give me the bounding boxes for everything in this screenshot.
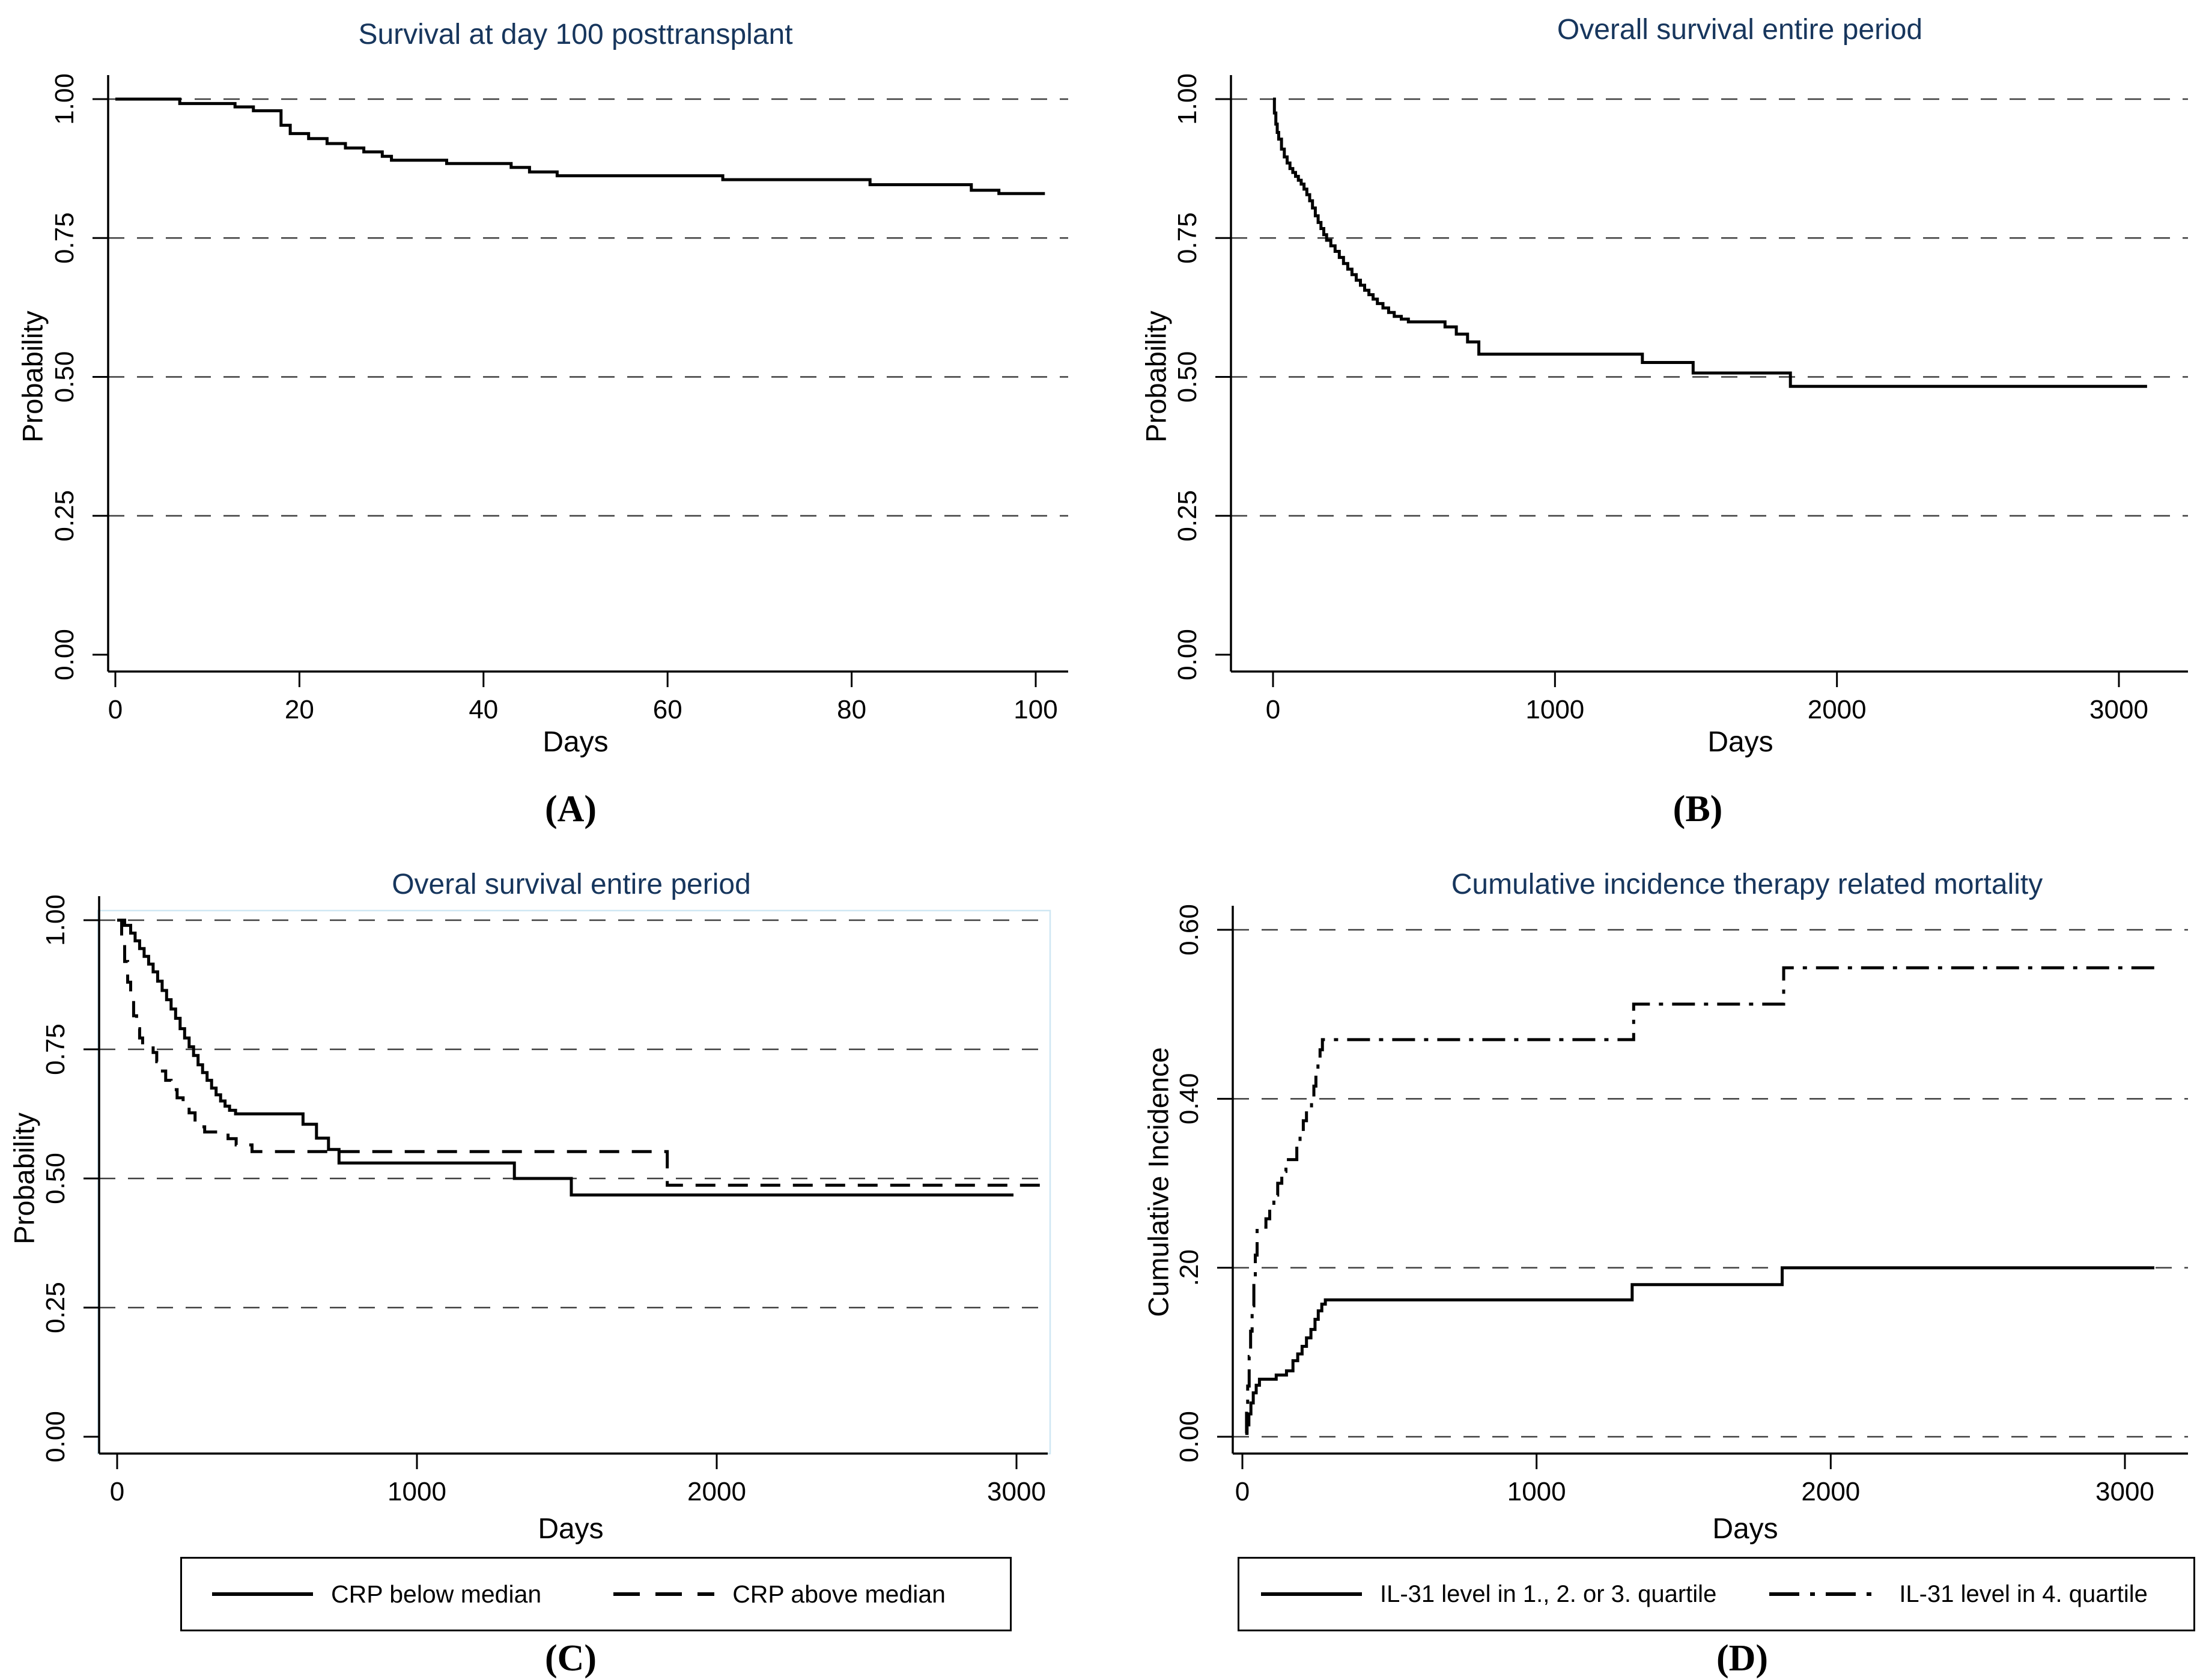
x-tick-label: 2000 (1801, 1477, 1860, 1506)
x-tick-label: 3000 (2095, 1477, 2154, 1506)
x-tick-label: 0 (1266, 695, 1280, 724)
x-tick-label: 2000 (687, 1477, 746, 1506)
legend-label: IL-31 level in 1., 2. or 3. quartile (1380, 1580, 1717, 1607)
x-tick-label: 40 (469, 695, 498, 724)
panel-d-legend-entry-q4: IL-31 level in 4. quartile (1768, 1581, 2148, 1608)
x-tick-label: 1000 (387, 1477, 446, 1506)
legend-label: CRP above median (732, 1580, 946, 1608)
y-tick-label: 1.00 (41, 894, 70, 946)
panel-b-y-axis-label: Probability (1140, 311, 1172, 443)
dash-dot-line-sample-icon (1769, 1592, 1882, 1596)
y-tick-label: 0.50 (41, 1153, 70, 1204)
panel-c-caption: (C) (544, 1638, 597, 1679)
panel-a-title: Survival at day 100 posttransplant (358, 19, 793, 50)
y-tick-label: 0.25 (50, 490, 79, 542)
panel-a-plot: 0.00 0.25 0.50 0.75 1.00 0 20 40 60 80 100 (50, 73, 1068, 724)
y-tick-label: 0.25 (41, 1282, 70, 1333)
y-tick-label: 0.75 (41, 1023, 70, 1075)
panel-d-legend: IL-31 level in 1., 2. or 3. quartile IL-… (1238, 1557, 2195, 1631)
legend-label: CRP below median (331, 1580, 542, 1608)
x-tick-label: 1000 (1525, 695, 1584, 724)
panel-c-y-axis-label: Probability (8, 1112, 40, 1245)
panel-d-x-axis-label: Days (1712, 1513, 1778, 1545)
y-tick-label: 0.00 (1174, 1411, 1204, 1463)
panel-c-legend-entry-crp-above: CRP above median (612, 1580, 946, 1609)
plot-area-border (97, 909, 1051, 1455)
panel-c-legend: CRP below median CRP above median (180, 1557, 1012, 1631)
panel-c-legend-entry-crp-below: CRP below median (211, 1580, 541, 1609)
x-tick-label: 20 (285, 695, 314, 724)
y-tick-label: 0.60 (1174, 904, 1204, 956)
y-tick-label: 0.75 (1173, 212, 1202, 264)
x-tick-label: 2000 (1808, 695, 1867, 724)
curve-crp-below-median (117, 918, 1013, 1196)
curve-il-31-level-in-4-quartile (1245, 966, 2154, 1435)
panel-a-y-axis-label: Probability (16, 311, 49, 443)
panel-b-x-axis-label: Days (1707, 726, 1773, 758)
panel-a-x-axis-label: Days (542, 726, 609, 758)
panel-c-plot: 0.00 0.25 0.50 0.75 1.00 0 1000 2000 3000 (41, 894, 1051, 1506)
y-tick-label: .20 (1174, 1249, 1204, 1286)
panel-d-title: Cumulative incidence therapy related mor… (1451, 869, 2043, 900)
x-tick-label: 0 (108, 695, 123, 724)
y-tick-label: 1.00 (50, 73, 79, 125)
y-tick-label: 0.50 (1173, 351, 1202, 403)
panel-d-plot: 0.00 .20 0.40 0.60 0 1000 2000 3000 (1174, 904, 2188, 1506)
y-tick-label: 0.00 (41, 1411, 70, 1463)
curve-overall-survival (1272, 97, 2147, 388)
y-tick-label: 1.00 (1173, 73, 1202, 125)
y-tick-label: 0.40 (1174, 1073, 1204, 1125)
x-tick-label: 60 (653, 695, 682, 724)
x-tick-label: 80 (837, 695, 866, 724)
y-tick-label: 0.50 (50, 351, 79, 403)
panel-d-caption: (D) (1716, 1638, 1769, 1679)
panel-b-caption: (B) (1673, 789, 1723, 829)
panel-d-legend-entry-q123: IL-31 level in 1., 2. or 3. quartile (1260, 1581, 1716, 1608)
x-tick-label: 100 (1013, 695, 1057, 724)
panel-c-x-axis-label: Days (538, 1513, 604, 1545)
y-tick-label: 0.00 (1173, 629, 1202, 681)
panel-c-title: Overal survival entire period (392, 869, 751, 900)
x-tick-label: 0 (1235, 1477, 1250, 1506)
y-tick-label: 0.75 (50, 212, 79, 264)
legend-label: IL-31 level in 4. quartile (1899, 1580, 2148, 1607)
panel-a-caption: (A) (544, 789, 597, 829)
solid-line-sample-icon (1261, 1592, 1362, 1596)
x-tick-label: 0 (110, 1477, 124, 1506)
y-tick-label: 0.25 (1173, 490, 1202, 542)
solid-line-sample-icon (212, 1592, 313, 1596)
x-tick-label: 3000 (987, 1477, 1046, 1506)
curve-il-31-level-in-1-2-or-3-quartile (1245, 1266, 2154, 1435)
curve-crp-above-median (117, 918, 1048, 1187)
y-tick-label: 0.00 (50, 629, 79, 681)
curve-overall-survival-to-day-100 (115, 97, 1045, 195)
dashed-line-sample-icon (613, 1592, 715, 1596)
x-tick-label: 3000 (2089, 695, 2148, 724)
panel-b-title: Overall survival entire period (1557, 14, 1923, 46)
panel-d-y-axis-label: Cumulative Incidence (1142, 1047, 1174, 1317)
x-tick-label: 1000 (1507, 1477, 1566, 1506)
panel-b-plot: 0.00 0.25 0.50 0.75 1.00 0 1000 2000 3000 (1173, 73, 2188, 724)
